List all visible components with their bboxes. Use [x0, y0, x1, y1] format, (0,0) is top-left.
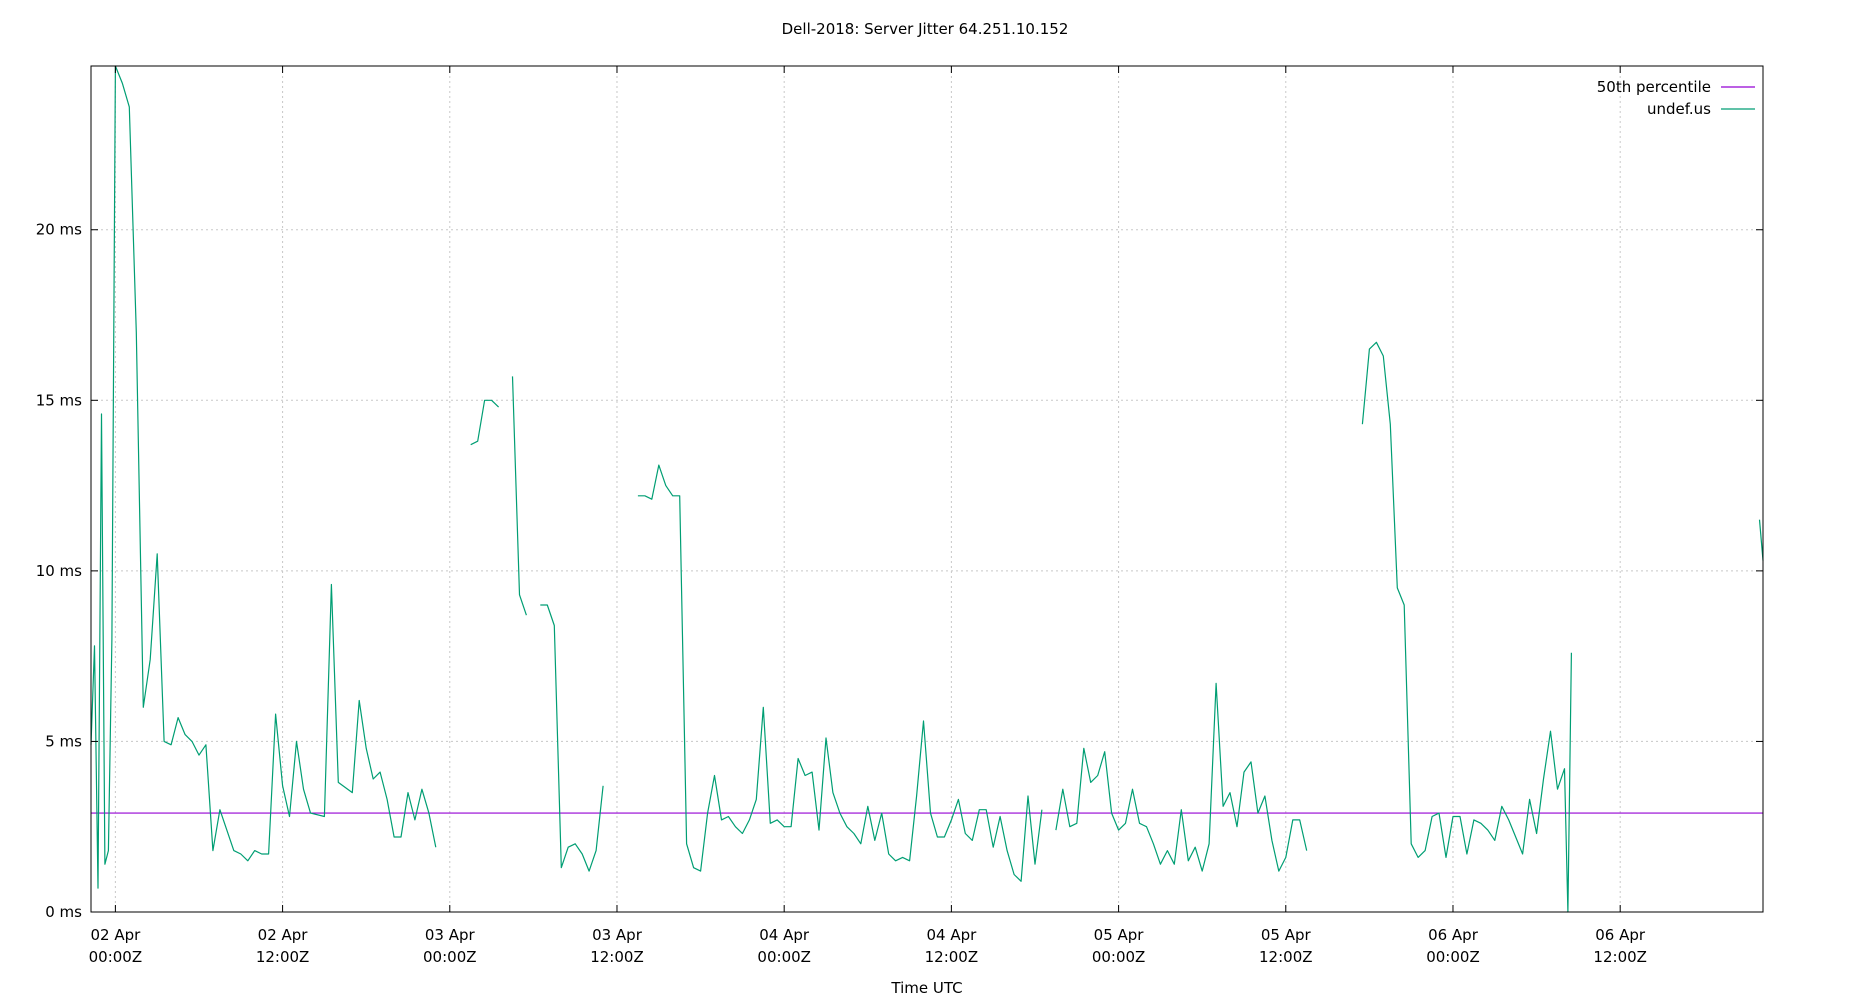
chart-title: Dell-2018: Server Jitter 64.251.10.152	[782, 20, 1069, 38]
axis-ticks: 0 ms 5 ms 10 ms 15 ms 20 ms 02 Apr 00:00Z 02 Ap…	[36, 66, 1763, 966]
x-tick-label: 03 Apr	[592, 926, 643, 944]
series-undef-us-line	[637, 464, 1043, 882]
legend: 50th percentile undef.us	[1597, 78, 1755, 118]
series-layer	[90, 65, 1764, 913]
x-tick-label: 02 Apr	[258, 926, 309, 944]
x-tick-label: 04 Apr	[759, 926, 810, 944]
x-tick-label: 12:00Z	[925, 948, 979, 966]
series-undef-us-line	[1055, 682, 1308, 872]
series-undef-us-line	[470, 399, 500, 446]
x-tick-label: 05 Apr	[1094, 926, 1145, 944]
x-tick-label: 12:00Z	[1593, 948, 1647, 966]
y-tick-label: 20 ms	[36, 221, 82, 239]
x-tick-label: 06 Apr	[1595, 926, 1646, 944]
x-tick-label: 00:00Z	[1426, 948, 1480, 966]
plot-area-border	[90, 65, 1764, 913]
grid-lines	[91, 66, 1763, 912]
x-tick-label: 00:00Z	[423, 948, 477, 966]
x-tick-label: 02 Apr	[90, 926, 141, 944]
x-tick-label: 12:00Z	[1259, 948, 1313, 966]
x-tick-label: 04 Apr	[926, 926, 977, 944]
y-tick-label: 10 ms	[36, 562, 82, 580]
series-undef-us-line	[1758, 519, 1764, 561]
x-tick-label: 00:00Z	[89, 948, 143, 966]
series-undef-us-line	[1361, 341, 1572, 913]
legend-label-undef-us: undef.us	[1647, 100, 1711, 118]
x-tick-label: 03 Apr	[425, 926, 476, 944]
series-undef-us-line	[540, 604, 604, 872]
series-undef-us-line	[511, 376, 527, 616]
x-tick-label: 00:00Z	[1092, 948, 1146, 966]
x-tick-label: 06 Apr	[1428, 926, 1479, 944]
legend-label-50th-percentile: 50th percentile	[1597, 78, 1711, 96]
x-tick-label: 12:00Z	[590, 948, 644, 966]
x-tick-label: 00:00Z	[757, 948, 811, 966]
series-undef-us-line	[90, 65, 437, 889]
x-tick-label: 12:00Z	[256, 948, 310, 966]
x-axis-label: Time UTC	[890, 979, 962, 997]
y-tick-label: 15 ms	[36, 391, 82, 409]
x-tick-label: 05 Apr	[1261, 926, 1312, 944]
y-tick-label: 5 ms	[45, 732, 82, 750]
y-tick-label: 0 ms	[45, 903, 82, 921]
